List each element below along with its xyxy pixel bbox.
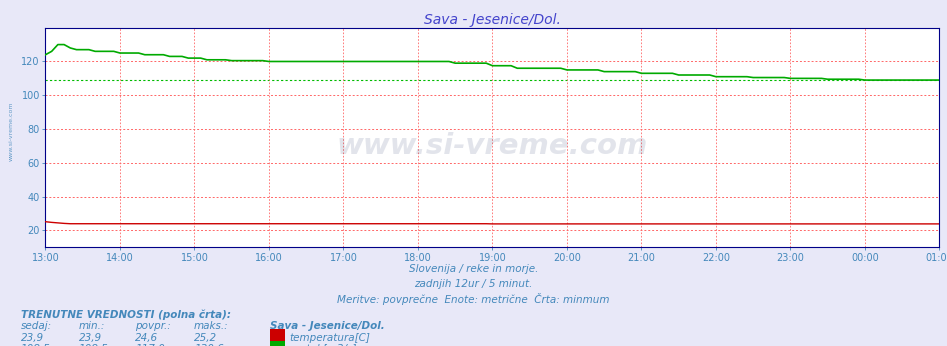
Text: Sava - Jesenice/Dol.: Sava - Jesenice/Dol. — [270, 321, 384, 331]
Text: 108,5: 108,5 — [21, 344, 50, 346]
Text: www.si-vreme.com: www.si-vreme.com — [337, 132, 648, 160]
Text: TRENUTNE VREDNOSTI (polna črta):: TRENUTNE VREDNOSTI (polna črta): — [21, 309, 231, 320]
Title: Sava - Jesenice/Dol.: Sava - Jesenice/Dol. — [424, 12, 561, 27]
Text: maks.:: maks.: — [194, 321, 229, 331]
Text: Meritve: povprečne  Enote: metrične  Črta: minmum: Meritve: povprečne Enote: metrične Črta:… — [337, 293, 610, 305]
Text: 23,9: 23,9 — [21, 333, 44, 343]
Text: min.:: min.: — [79, 321, 105, 331]
Text: temperatura[C]: temperatura[C] — [289, 333, 369, 343]
Text: 23,9: 23,9 — [79, 333, 101, 343]
Text: 108,5: 108,5 — [79, 344, 108, 346]
Text: zadnjih 12ur / 5 minut.: zadnjih 12ur / 5 minut. — [415, 279, 532, 289]
Text: 25,2: 25,2 — [194, 333, 217, 343]
Text: Slovenija / reke in morje.: Slovenija / reke in morje. — [409, 264, 538, 274]
Text: 130,6: 130,6 — [194, 344, 223, 346]
Text: www.si-vreme.com: www.si-vreme.com — [9, 102, 14, 161]
Text: 117,0: 117,0 — [135, 344, 165, 346]
Text: pretok[m3/s]: pretok[m3/s] — [289, 344, 356, 346]
Text: povpr.:: povpr.: — [135, 321, 171, 331]
Text: 24,6: 24,6 — [135, 333, 158, 343]
Text: sedaj:: sedaj: — [21, 321, 52, 331]
